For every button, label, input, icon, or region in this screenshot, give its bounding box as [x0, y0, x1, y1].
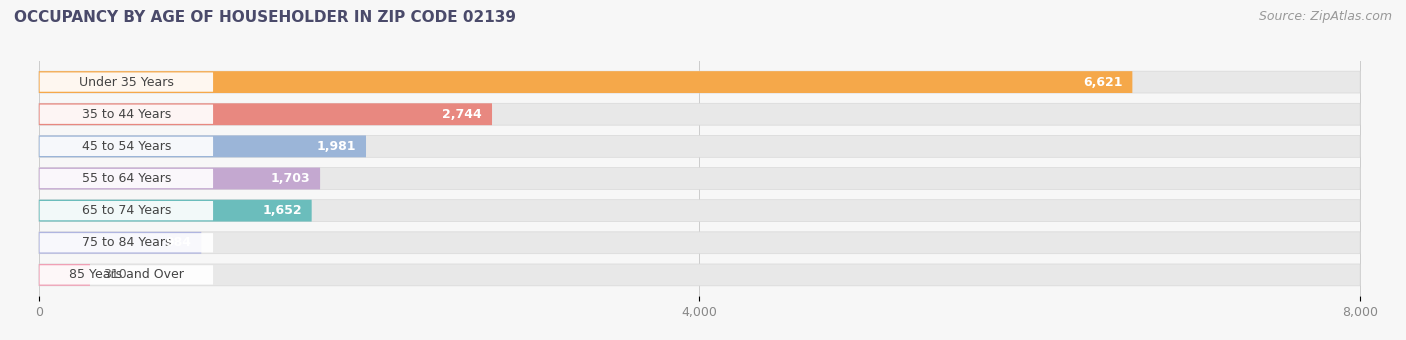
Text: Under 35 Years: Under 35 Years: [79, 75, 174, 89]
FancyBboxPatch shape: [39, 105, 214, 124]
FancyBboxPatch shape: [39, 200, 1360, 222]
FancyBboxPatch shape: [39, 232, 1360, 254]
Text: 55 to 64 Years: 55 to 64 Years: [82, 172, 172, 185]
FancyBboxPatch shape: [39, 135, 1360, 157]
FancyBboxPatch shape: [39, 233, 214, 252]
FancyBboxPatch shape: [39, 168, 1360, 189]
Text: OCCUPANCY BY AGE OF HOUSEHOLDER IN ZIP CODE 02139: OCCUPANCY BY AGE OF HOUSEHOLDER IN ZIP C…: [14, 10, 516, 25]
FancyBboxPatch shape: [39, 232, 201, 254]
Text: 1,652: 1,652: [262, 204, 302, 217]
FancyBboxPatch shape: [39, 71, 1132, 93]
FancyBboxPatch shape: [39, 168, 321, 189]
Text: 45 to 54 Years: 45 to 54 Years: [82, 140, 172, 153]
Text: 310: 310: [103, 268, 127, 282]
Text: 2,744: 2,744: [443, 108, 482, 121]
Text: Source: ZipAtlas.com: Source: ZipAtlas.com: [1258, 10, 1392, 23]
Text: 1,703: 1,703: [270, 172, 311, 185]
FancyBboxPatch shape: [39, 72, 214, 92]
FancyBboxPatch shape: [39, 103, 492, 125]
FancyBboxPatch shape: [39, 103, 1360, 125]
FancyBboxPatch shape: [39, 135, 366, 157]
FancyBboxPatch shape: [39, 169, 214, 188]
FancyBboxPatch shape: [39, 200, 312, 222]
Text: 6,621: 6,621: [1083, 75, 1122, 89]
FancyBboxPatch shape: [39, 265, 214, 285]
FancyBboxPatch shape: [39, 201, 214, 220]
FancyBboxPatch shape: [39, 137, 214, 156]
FancyBboxPatch shape: [39, 264, 1360, 286]
Text: 35 to 44 Years: 35 to 44 Years: [82, 108, 172, 121]
Text: 1,981: 1,981: [316, 140, 356, 153]
Text: 85 Years and Over: 85 Years and Over: [69, 268, 184, 282]
FancyBboxPatch shape: [39, 264, 90, 286]
FancyBboxPatch shape: [39, 71, 1360, 93]
Text: 984: 984: [166, 236, 191, 249]
Text: 75 to 84 Years: 75 to 84 Years: [82, 236, 172, 249]
Text: 65 to 74 Years: 65 to 74 Years: [82, 204, 172, 217]
